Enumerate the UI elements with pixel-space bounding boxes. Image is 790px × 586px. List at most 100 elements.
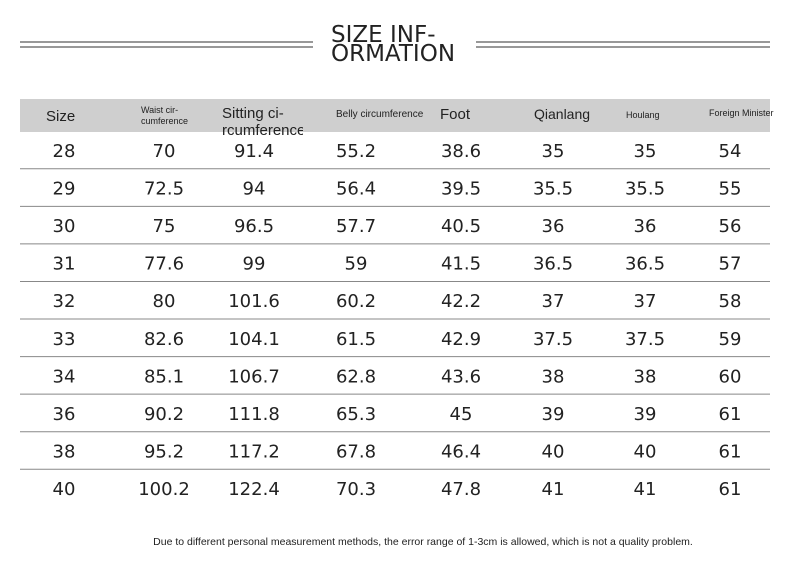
cell: 34 [53, 366, 76, 387]
cell: 41.5 [441, 254, 481, 275]
header-text: Qianlang [534, 106, 590, 122]
cell: 85.1 [144, 366, 184, 387]
cell: 82.6 [144, 329, 184, 350]
cell: 37.5 [625, 329, 665, 350]
cell: 37 [542, 291, 565, 312]
cell: 42.9 [441, 329, 481, 350]
cell: 36 [53, 404, 76, 425]
cell: 29 [53, 179, 76, 200]
cell: 41 [634, 479, 657, 500]
cell: 90.2 [144, 404, 184, 425]
cell: 38 [53, 441, 76, 462]
cell: 117.2 [228, 441, 280, 462]
cell: 72.5 [144, 179, 184, 200]
cell: 67.8 [336, 441, 376, 462]
cell: 35 [634, 141, 657, 162]
header-band [20, 99, 770, 132]
cell: 32 [53, 291, 76, 312]
cell: 99 [243, 254, 266, 275]
cell: 30 [53, 216, 76, 237]
header-cell: Foot [440, 106, 471, 123]
cell: 104.1 [228, 329, 280, 350]
cell: 95.2 [144, 441, 184, 462]
cell: 39 [634, 404, 657, 425]
header-text: Foot [440, 106, 471, 123]
cell: 96.5 [234, 216, 274, 237]
cell: 122.4 [228, 479, 280, 500]
cell: 56 [719, 216, 742, 237]
cell: 94 [243, 179, 266, 200]
cell: 39 [542, 404, 565, 425]
header-text: Size [46, 108, 75, 125]
header-text: Houlang [626, 110, 660, 120]
title-line: SIZE INF- [331, 22, 436, 48]
cell: 36.5 [625, 254, 665, 275]
cell: 61 [719, 404, 742, 425]
cell: 37 [634, 291, 657, 312]
title-rule-right [476, 41, 770, 48]
cell: 75 [153, 216, 176, 237]
cell: 65.3 [336, 404, 376, 425]
cell: 37.5 [533, 329, 573, 350]
cell: 40 [542, 441, 565, 462]
cell: 36.5 [533, 254, 573, 275]
header-text: Waist cir- [141, 105, 178, 115]
cell: 55.2 [336, 141, 376, 162]
cell: 70.3 [336, 479, 376, 500]
cell: 41 [542, 479, 565, 500]
cell: 106.7 [228, 366, 280, 387]
cell: 60.2 [336, 291, 376, 312]
title: SIZE INF-ORMATION [331, 22, 455, 67]
header-cell: Houlang [626, 110, 660, 120]
footnote: Due to different personal measurement me… [153, 536, 693, 548]
cell: 61 [719, 479, 742, 500]
header-cell: Belly circumference [336, 109, 424, 120]
cell: 35.5 [625, 179, 665, 200]
cell: 61.5 [336, 329, 376, 350]
cell: 70 [153, 141, 176, 162]
cell: 28 [53, 141, 76, 162]
cell: 101.6 [228, 291, 280, 312]
cell: 61 [719, 441, 742, 462]
header-text: Belly circumference [336, 109, 424, 120]
cell: 77.6 [144, 254, 184, 275]
cell: 38.6 [441, 141, 481, 162]
cell: 40 [634, 441, 657, 462]
cell: 62.8 [336, 366, 376, 387]
header-cell: Size [46, 108, 75, 125]
cell: 43.6 [441, 366, 481, 387]
cell: 59 [719, 329, 742, 350]
header-text: cumference [141, 116, 188, 126]
cell: 100.2 [138, 479, 190, 500]
cell: 45 [450, 404, 473, 425]
header-text: Foreign Minister [709, 108, 774, 118]
cell: 55 [719, 179, 742, 200]
cell: 59 [345, 254, 368, 275]
cell: 35 [542, 141, 565, 162]
cell: 60 [719, 366, 742, 387]
title-line: ORMATION [331, 41, 455, 67]
cell: 54 [719, 141, 742, 162]
cell: 39.5 [441, 179, 481, 200]
cell: 36 [634, 216, 657, 237]
header-text: Sitting ci- [222, 105, 284, 122]
cell: 47.8 [441, 479, 481, 500]
cell: 56.4 [336, 179, 376, 200]
cell: 38 [542, 366, 565, 387]
header-cell: Qianlang [534, 106, 590, 122]
cell: 58 [719, 291, 742, 312]
cell: 80 [153, 291, 176, 312]
cell: 111.8 [228, 404, 280, 425]
header-text: rcumference [222, 122, 305, 139]
cell: 46.4 [441, 441, 481, 462]
cell: 36 [542, 216, 565, 237]
cell: 33 [53, 329, 76, 350]
header-cell: Foreign Minister [709, 108, 774, 118]
cell: 38 [634, 366, 657, 387]
cell: 40.5 [441, 216, 481, 237]
cell: 91.4 [234, 141, 274, 162]
cell: 35.5 [533, 179, 573, 200]
header-cell: Waist cir-cumference [141, 105, 188, 126]
cell: 42.2 [441, 291, 481, 312]
